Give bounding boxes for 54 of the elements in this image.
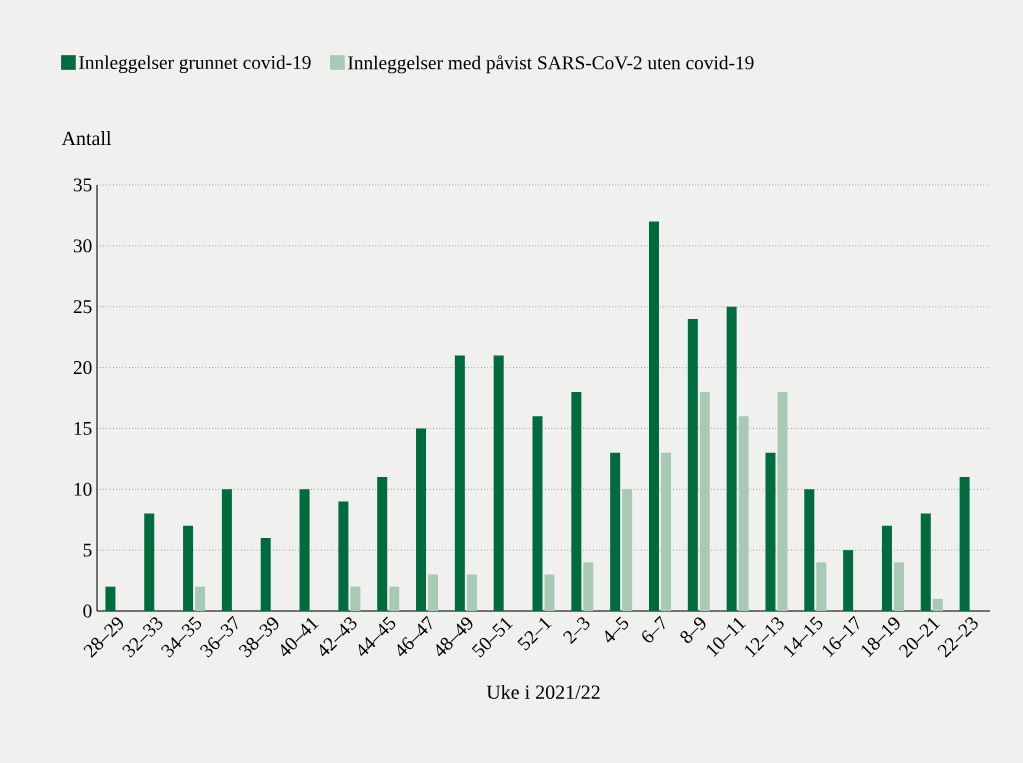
y-tick-label: 30 (73, 239, 92, 253)
bar (195, 586, 206, 611)
bar (466, 574, 477, 611)
bar (338, 501, 349, 611)
bar (454, 355, 465, 611)
bar (610, 452, 621, 611)
bar (377, 477, 388, 611)
bar (583, 562, 594, 611)
bar (648, 221, 659, 611)
bar (893, 562, 904, 611)
bar (260, 537, 271, 611)
bar (843, 550, 854, 611)
bar (932, 598, 943, 611)
x-tick-label: 2–3 (563, 617, 590, 645)
bar (622, 489, 633, 611)
x-tick-label: 6–7 (642, 615, 665, 643)
bar (738, 416, 749, 611)
y-tick-label: 35 (73, 178, 92, 192)
bar (493, 355, 504, 611)
legend-label: Innleggelser grunnet covid-19 (79, 55, 311, 74)
y-tick-label: 0 (83, 604, 92, 618)
bar (726, 306, 737, 611)
y-axis-title: Antall (61, 131, 112, 146)
bar (699, 391, 710, 611)
bar (816, 562, 827, 611)
bar (105, 586, 116, 611)
bar (389, 586, 400, 611)
x-axis-title: Uke i 2021/22 (486, 684, 600, 699)
y-tick-label: 15 (74, 421, 92, 435)
bar (765, 452, 776, 611)
y-tick-label: 10 (74, 482, 92, 496)
bar (532, 416, 543, 611)
bar (299, 489, 310, 611)
legend-label: Innleggelser med påvist SARS-CoV-2 uten covid-19 (348, 55, 754, 74)
y-tick-label: 5 (83, 543, 92, 557)
bar (428, 574, 439, 611)
bar (183, 525, 194, 611)
y-tick-label: 20 (73, 361, 92, 375)
bar (660, 452, 671, 611)
bar (804, 489, 815, 611)
bar (687, 318, 698, 611)
x-tick-label: 4–5 (605, 616, 629, 643)
bar (544, 574, 555, 611)
bar (221, 489, 232, 611)
bar (920, 513, 931, 611)
x-tick-label: 8–9 (680, 617, 706, 643)
bar (881, 525, 892, 611)
bar (144, 513, 155, 611)
bar (350, 586, 361, 611)
bar (777, 391, 788, 611)
bar (571, 391, 582, 611)
bar (959, 477, 970, 611)
bar (416, 428, 427, 611)
y-tick-label: 25 (73, 300, 92, 314)
